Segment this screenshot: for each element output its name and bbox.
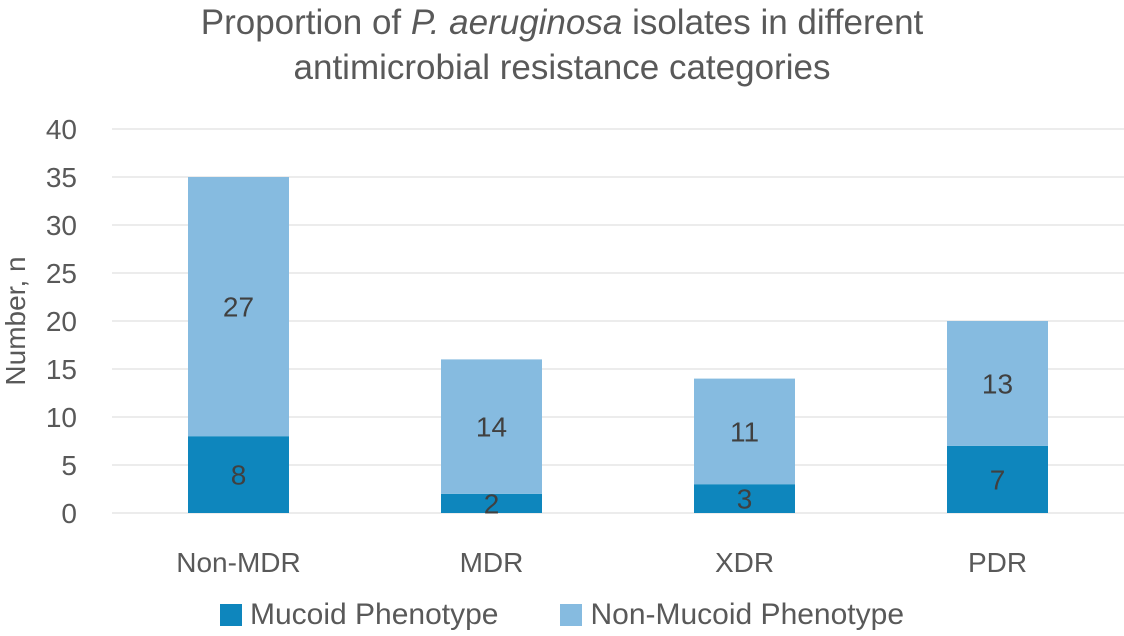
bar-xdr-mucoid-phenotype [694,484,795,513]
y-tick-label-10: 10 [46,402,77,433]
x-tick-label-xdr: XDR [715,547,774,578]
y-tick-label-20: 20 [46,306,77,337]
y-tick-label-15: 15 [46,354,77,385]
y-tick-label-0: 0 [61,498,77,529]
data-label-xdr-mucoid-phenotype: 3 [737,484,753,515]
y-tick-label-5: 5 [61,450,77,481]
y-tick-label-40: 40 [46,114,77,145]
x-tick-label-non-mdr: Non-MDR [176,547,300,578]
legend-item-non-mucoid: Non-Mucoid Phenotype [560,597,904,633]
x-tick-label-pdr: PDR [968,547,1027,578]
bar-non-mdr-mucoid-phenotype [188,436,289,513]
data-label-xdr-non-mucoid-phenotype: 11 [730,416,759,447]
data-label-pdr-non-mucoid-phenotype: 13 [982,368,1013,399]
data-label-non-mdr-non-mucoid-phenotype: 27 [223,292,254,323]
y-tick-label-30: 30 [46,210,77,241]
data-label-non-mdr-mucoid-phenotype: 8 [231,460,247,491]
x-tick-label-mdr: MDR [460,547,524,578]
legend-swatch-mucoid [219,604,242,626]
legend-label-non-mucoid: Non-Mucoid Phenotype [590,598,905,631]
legend-swatch-non-mucoid [560,604,583,626]
chart-title-line-1: Proportion of P. aeruginosa isolates in … [200,3,924,42]
bar-pdr-mucoid-phenotype [947,445,1048,513]
bar-pdr-non-mucoid-phenotype [947,321,1048,446]
legend-item-mucoid: Mucoid Phenotype [219,597,499,633]
chart-title: Proportion of P. aeruginosa isolates in … [0,0,1124,90]
data-label-mdr-mucoid-phenotype: 2 [484,488,500,519]
chart-legend: Mucoid Phenotype Non-Mucoid Phenotype [0,597,1124,633]
y-tick-label-35: 35 [46,162,77,193]
y-tick-label-25: 25 [46,258,77,289]
data-label-mdr-non-mucoid-phenotype: 14 [476,412,507,443]
y-axis-title: Number, n [0,256,31,385]
bar-mdr-non-mucoid-phenotype [441,359,542,494]
chart-title-line-2: antimicrobial resistance categories [293,48,831,87]
bar-mdr-mucoid-phenotype [441,493,542,513]
data-label-pdr-mucoid-phenotype: 7 [990,464,1006,495]
chart-title-species: P. aeruginosa [410,3,623,42]
bar-xdr-non-mucoid-phenotype [694,378,795,485]
legend-label-mucoid: Mucoid Phenotype [249,598,499,631]
bar-non-mdr-non-mucoid-phenotype [188,177,289,437]
